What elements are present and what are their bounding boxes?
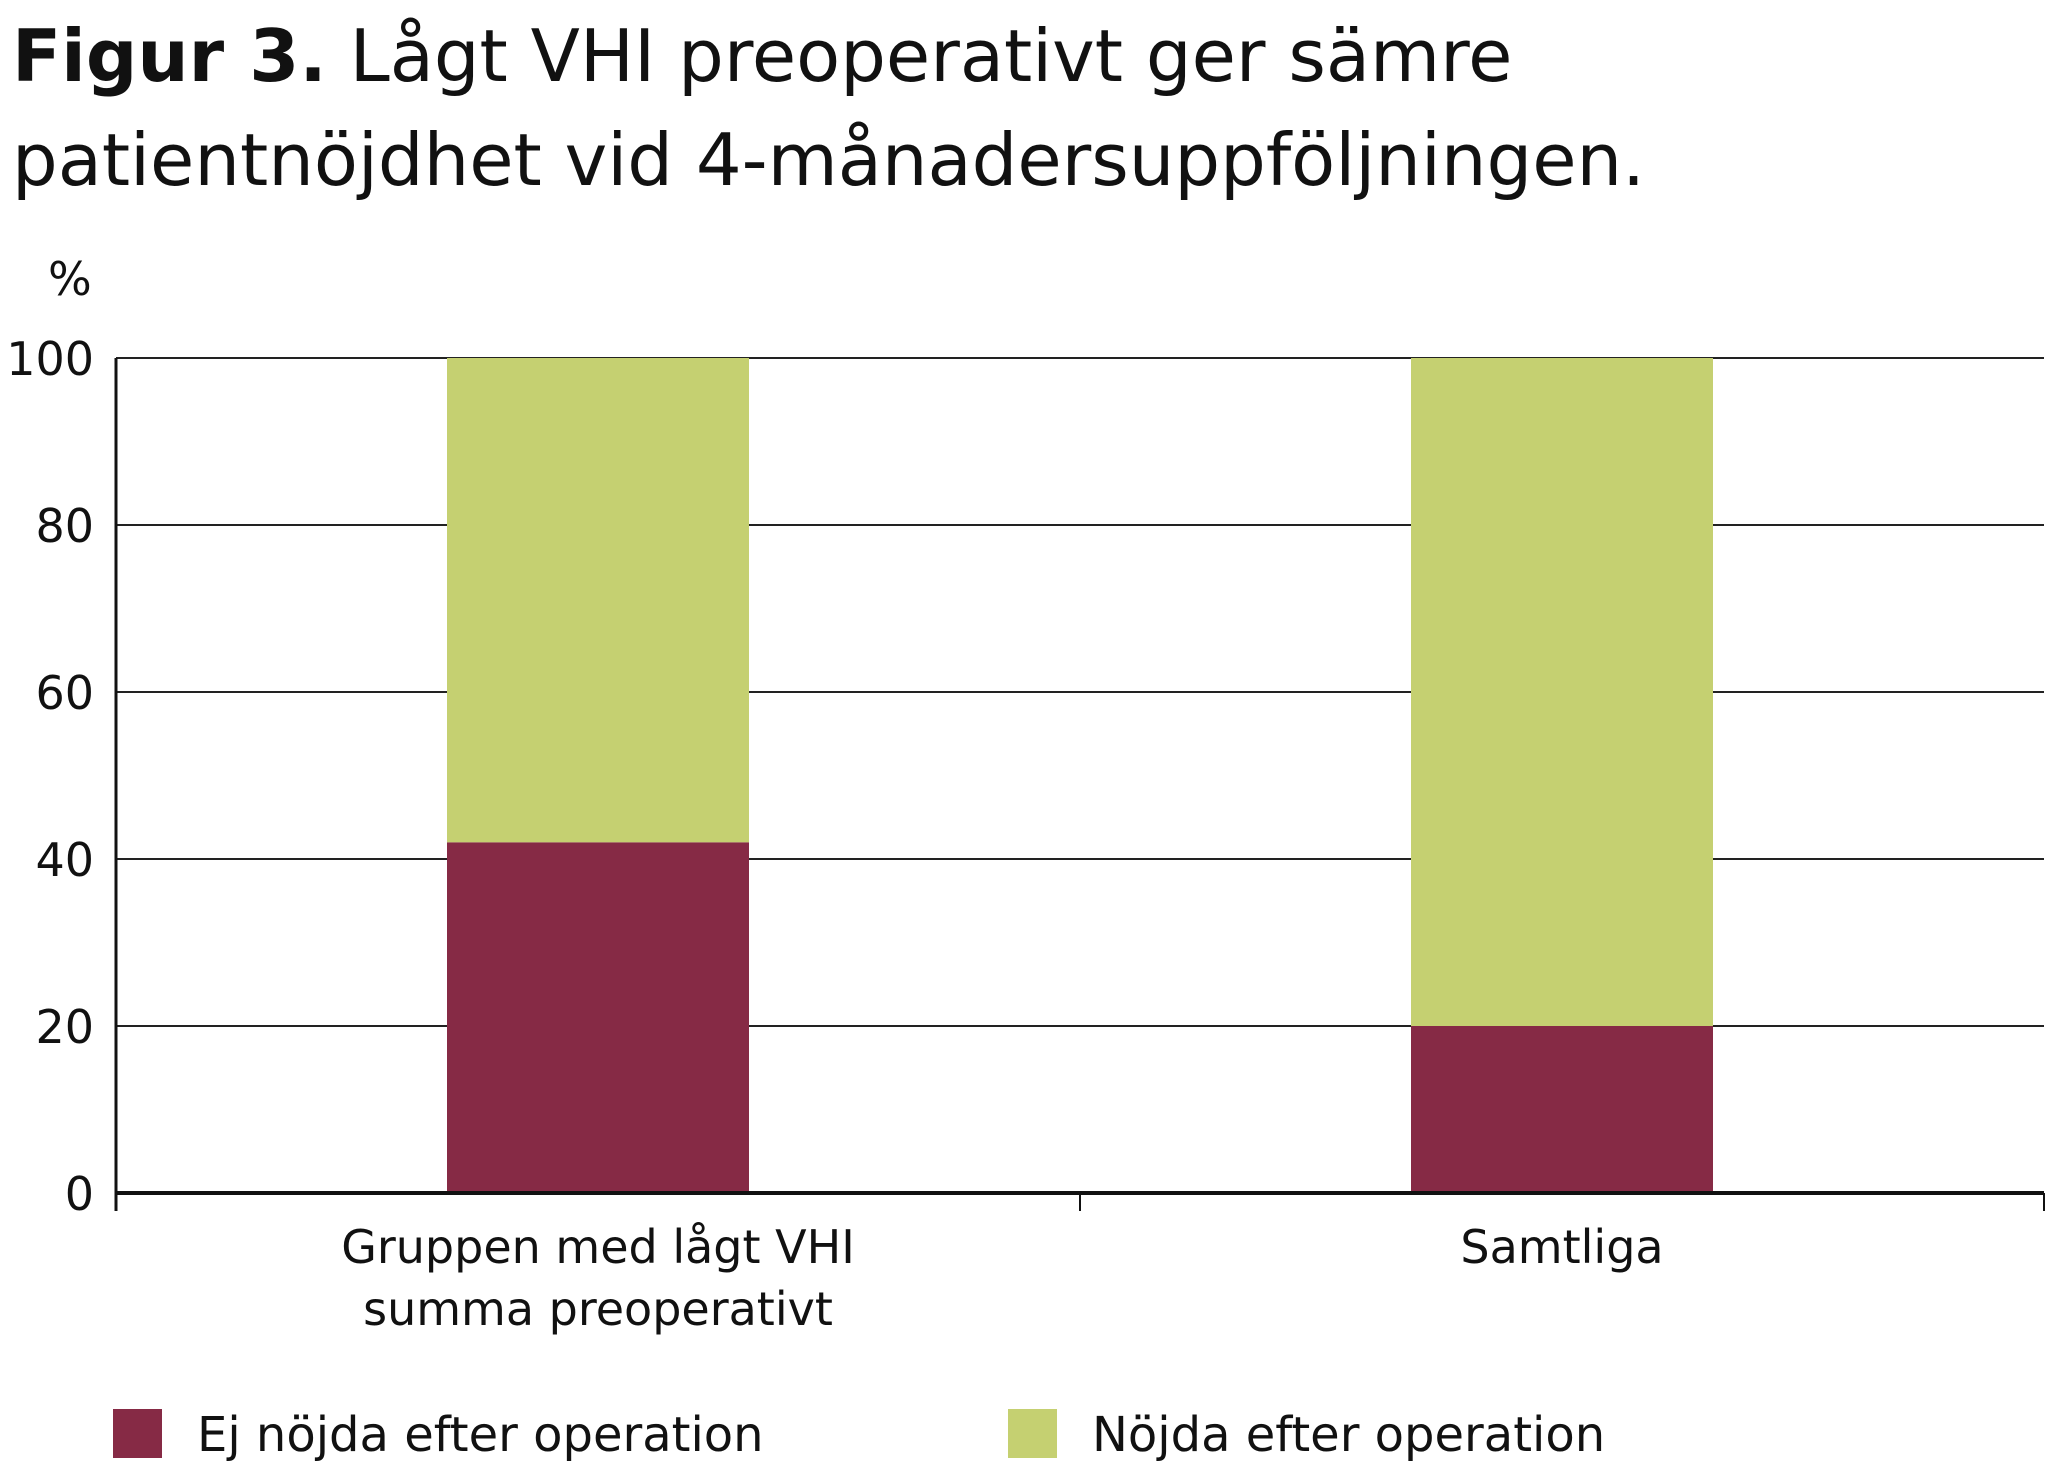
x-category-label-0-1: summa preoperativt <box>363 1282 833 1336</box>
bars <box>447 358 1713 1193</box>
y-axis-unit: % <box>48 252 92 306</box>
legend-swatch-1 <box>1008 1409 1057 1458</box>
chart-title: Figur 3. Lågt VHI preoperativt ger sämre… <box>12 4 2012 212</box>
y-tick-label-40: 40 <box>35 833 94 887</box>
y-tick-label-20: 20 <box>35 1000 94 1054</box>
legend-swatch-0 <box>113 1409 162 1458</box>
axes <box>114 358 2045 1211</box>
bar-ej-nojda-1 <box>1411 1026 1713 1193</box>
figure-caption: Lågt VHI preoperativt ger sämre patientn… <box>12 14 1646 202</box>
x-category-labels: Gruppen med lågt VHI summa preoperativt Sa… <box>341 1220 1663 1336</box>
bar-nojda-0 <box>447 358 749 843</box>
y-tick-label-60: 60 <box>35 666 94 720</box>
legend-label-1: Nöjda efter operation <box>1092 1407 1605 1463</box>
figure-number: Figur 3. <box>12 14 327 98</box>
y-tick-label-0: 0 <box>65 1167 94 1221</box>
gridlines <box>116 357 2044 1027</box>
legend-label-0: Ej nöjda efter operation <box>197 1407 764 1463</box>
y-tick-label-80: 80 <box>35 499 94 553</box>
x-category-label-1-0: Samtliga <box>1460 1220 1663 1274</box>
y-tick-labels: 0 20 40 60 80 100 <box>6 332 94 1221</box>
x-category-label-0-0: Gruppen med lågt VHI <box>341 1220 855 1274</box>
bar-nojda-1 <box>1411 358 1713 1026</box>
bar-ej-nojda-0 <box>447 842 749 1193</box>
y-tick-label-100: 100 <box>6 332 94 386</box>
legend: Ej nöjda efter operation Nöjda efter oper… <box>113 1407 1605 1463</box>
